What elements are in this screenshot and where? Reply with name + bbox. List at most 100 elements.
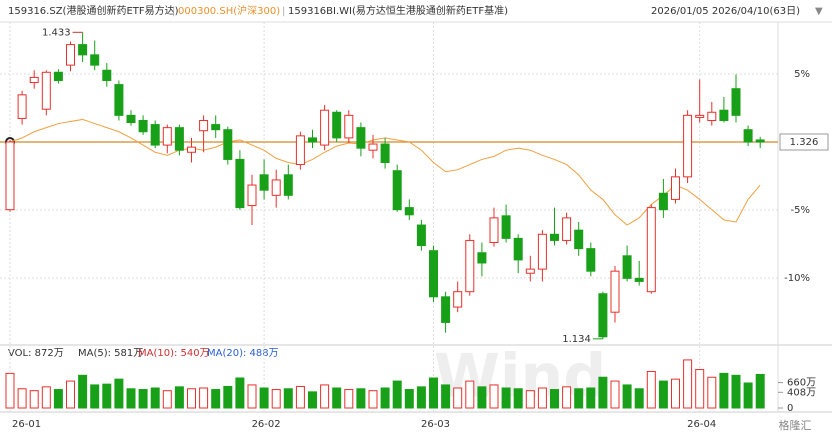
volume-bar [622,384,632,409]
volume-bar [695,369,705,409]
candle-body [344,114,354,139]
volume-bar [5,372,15,409]
volume-bar [29,390,39,409]
candle-body [731,88,741,116]
candle-body [78,44,88,56]
volume-bar [489,384,499,409]
candle-body [477,252,487,264]
volume-bar [707,376,717,409]
date-range: 2026/01/05 2026/04/10(63日) [651,6,800,17]
volume-bar [308,391,317,409]
candle-body [126,114,136,124]
y2-tick-label: -10% [784,273,810,284]
candle-body [162,127,172,146]
candle-body [501,215,511,239]
candle-body [695,114,705,118]
candle-body [41,71,51,110]
volume-bar [731,374,741,409]
candle-body [562,217,572,241]
vol-legend: VOL: 872万 [8,348,64,359]
vol-ma10: MA(10): 540万 [138,348,210,359]
volume-bar [550,389,559,409]
reference-box [779,133,829,151]
candle-body [380,143,390,164]
volume-bar [320,384,330,409]
volume-bar [453,387,463,409]
volume-bar [235,377,245,409]
candle-body [114,84,124,116]
volume-bar [610,380,620,409]
volume-bar [211,389,221,409]
volume-bar [574,388,584,409]
candle-body [634,277,644,282]
candle-body [66,44,75,66]
volume-bar [283,388,293,409]
candle-body [610,270,620,313]
candle-body [5,141,15,211]
volume-bar [295,385,305,409]
dropdown[interactable]: ▼ [815,6,823,17]
volume-bar [259,387,269,409]
volume-bar [513,388,523,409]
candle-body [29,76,39,84]
volume-bar [271,389,281,409]
candle-body [17,94,27,119]
candle-body [574,229,584,250]
candle-body [150,124,160,146]
volume-bar [150,387,160,409]
volume-bar [187,388,196,409]
legend-main: 159316.SZ(港股通创新药ETF易方达) [8,4,179,17]
vol-ma5: MA(5): 581万 [78,348,143,359]
candle-body [199,119,209,132]
legend-index: 000300.SH(沪深300) [178,4,280,17]
volume-bar [525,390,535,409]
volume-bar [344,389,354,409]
candle-body [513,237,523,261]
volume-bar [17,388,27,409]
candle-body [743,129,753,143]
candle-body [586,248,596,272]
volume-bar [537,387,547,409]
candle-body [356,127,366,149]
candle-body [187,146,196,153]
candle-body [441,296,451,323]
candle-body [283,174,293,196]
volume-bar [429,377,438,409]
volume-bar [138,389,148,409]
x-tick-label: 26-02 [252,419,281,430]
y2-tick-label: 5% [794,69,810,80]
candle-body [755,139,765,143]
annotation: 1.433 [42,27,71,38]
volume-bar [66,380,75,409]
candle-body [259,174,269,191]
candle-body [138,119,148,133]
candle-body [525,268,535,274]
candle-body [671,176,680,200]
volume-bar [465,380,475,409]
volume-bar [477,386,487,409]
volume-bar [90,384,100,409]
volume-tick-label: 0 [787,403,793,414]
volume-tick-label: 660万 [787,378,816,389]
volume-bar [416,386,426,409]
candle-body [308,137,317,143]
volume-bar [598,376,608,409]
candle-body [489,217,499,243]
volume-bar [199,387,209,409]
candle-body [223,129,233,160]
volume-bar [332,387,342,409]
candle-body [295,135,305,166]
x-tick-label: 26-03 [421,419,450,430]
volume-bar [634,388,644,409]
candle-body [174,127,184,151]
x-tick-label: 26-04 [687,419,716,430]
candle-body [247,184,257,207]
legend-benchmark: 159316BI.WI(易方达恒生港股通创新药ETF基准) [288,4,508,17]
volume-bar [174,386,184,409]
volume-bar [126,388,136,409]
candle-body [53,71,63,81]
candle-body [332,111,342,139]
volume-bar [562,386,572,409]
volume-bar [380,387,390,409]
